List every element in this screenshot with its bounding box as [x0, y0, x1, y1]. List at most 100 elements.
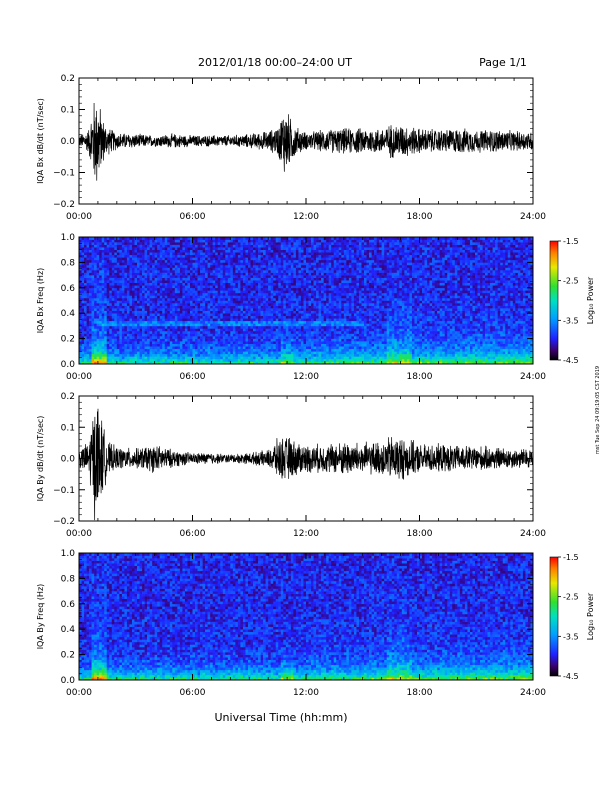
spectrogram-cell — [131, 358, 135, 362]
spectrogram-cell — [318, 239, 322, 243]
spectrogram-cell — [278, 285, 282, 289]
spectrogram-cell — [94, 242, 97, 245]
spectrogram-cell — [217, 290, 221, 294]
spectrogram-cell — [79, 295, 82, 299]
spectrogram-cell — [126, 270, 130, 273]
spectrogram-cell — [91, 338, 95, 342]
spectrogram-cell — [290, 315, 294, 319]
spectrogram-cell — [96, 242, 100, 245]
spectrogram-cell — [283, 303, 287, 306]
spectrogram-cell — [242, 290, 246, 294]
spectrogram-cell — [298, 262, 302, 266]
spectrogram-cell — [265, 247, 269, 250]
spectrogram-cell — [159, 351, 163, 355]
spectrogram-cell — [308, 351, 312, 355]
spectrogram-cell — [273, 300, 277, 304]
spectrogram-cell — [197, 361, 201, 365]
spectrogram-cell — [313, 272, 317, 276]
spectrogram-cell — [260, 313, 264, 317]
spectrogram-cell — [197, 336, 201, 339]
spectrogram-cell — [129, 270, 133, 273]
spectrogram-cell — [81, 242, 85, 245]
spectrogram-cell — [253, 244, 256, 248]
spectrogram-cell — [253, 282, 256, 286]
spectrogram-cell — [195, 348, 198, 352]
spectrogram-cell — [270, 346, 274, 350]
spectrogram-cell — [111, 244, 115, 248]
spectrogram-cell — [306, 356, 309, 360]
spectrogram-cell — [265, 310, 269, 314]
spectrogram-cell — [247, 252, 251, 256]
spectrogram-cell — [169, 300, 173, 304]
spectrogram-cell — [200, 257, 203, 261]
spectrogram-cell — [212, 346, 216, 350]
spectrogram-cell — [177, 338, 181, 342]
spectrogram-cell — [106, 313, 110, 317]
spectrogram-cell — [295, 333, 299, 337]
spectrogram-cell — [129, 259, 133, 263]
spectrogram-cell — [215, 237, 219, 240]
spectrogram-cell — [197, 356, 201, 360]
spectrogram-cell — [318, 262, 322, 266]
spectrogram-cell — [91, 323, 95, 327]
spectrogram-cell — [162, 239, 166, 243]
spectrogram-cell — [84, 259, 87, 263]
spectrogram-cell — [164, 242, 168, 245]
spectrogram-cell — [84, 325, 87, 329]
spectrogram-cell — [293, 348, 297, 352]
spectrogram-cell — [152, 308, 155, 311]
spectrogram-cell — [285, 310, 289, 314]
spectrogram-cell — [270, 310, 274, 314]
spectrogram-cell — [295, 282, 299, 286]
spectrogram-cell — [84, 333, 87, 337]
spectrogram-cell — [222, 343, 226, 347]
spectrogram-cell — [104, 280, 108, 284]
spectrogram-cell — [293, 343, 297, 347]
spectrogram-cell — [298, 282, 302, 286]
spectrogram-cell — [215, 336, 219, 339]
spectrogram-cell — [303, 295, 307, 299]
spectrogram-cell — [323, 318, 327, 322]
spectrogram-cell — [169, 290, 173, 294]
spectrogram-cell — [207, 336, 211, 339]
spectrogram-cell — [109, 356, 113, 360]
spectrogram-cell — [270, 249, 274, 253]
spectrogram-cell — [124, 239, 128, 243]
spectrogram-cell — [283, 262, 287, 266]
spectrogram-cell — [250, 285, 254, 289]
spectrogram-cell — [250, 270, 254, 273]
spectrogram-cell — [126, 252, 130, 256]
spectrogram-cell — [142, 361, 145, 365]
spectrogram-cell — [237, 244, 241, 248]
spectrogram-cell — [119, 275, 123, 278]
spectrogram-cell — [167, 285, 171, 289]
spectrogram-cell — [230, 303, 234, 306]
spectrogram-cell — [81, 295, 85, 299]
spectrogram-cell — [313, 308, 317, 311]
spectrogram-cell — [240, 257, 244, 261]
spectrogram-cell — [86, 315, 90, 319]
spectrogram-cell — [119, 292, 123, 296]
spectrogram-cell — [81, 336, 85, 339]
spectrogram-cell — [245, 300, 249, 304]
spectrogram-cell — [207, 247, 211, 250]
spectrogram-cell — [260, 267, 264, 271]
spectrogram-cell — [318, 310, 322, 314]
spectrogram-cell — [192, 277, 196, 281]
spectrogram-cell — [250, 239, 254, 243]
spectrogram-cell — [263, 346, 266, 350]
spectrogram-cell — [285, 341, 289, 344]
spectrogram-cell — [192, 325, 196, 329]
spectrogram-cell — [187, 272, 191, 276]
spectrogram-cell — [253, 259, 256, 263]
spectrogram-cell — [215, 292, 219, 296]
spectrogram-cell — [268, 244, 271, 248]
spectrogram-cell — [94, 315, 97, 319]
spectrogram-cell — [114, 244, 118, 248]
spectrogram-cell — [232, 277, 236, 281]
spectrogram-cell — [152, 252, 155, 256]
spectrogram-cell — [174, 247, 178, 250]
spectrogram-cell — [174, 242, 178, 245]
spectrogram-cell — [101, 338, 105, 342]
spectrogram-cell — [212, 290, 216, 294]
